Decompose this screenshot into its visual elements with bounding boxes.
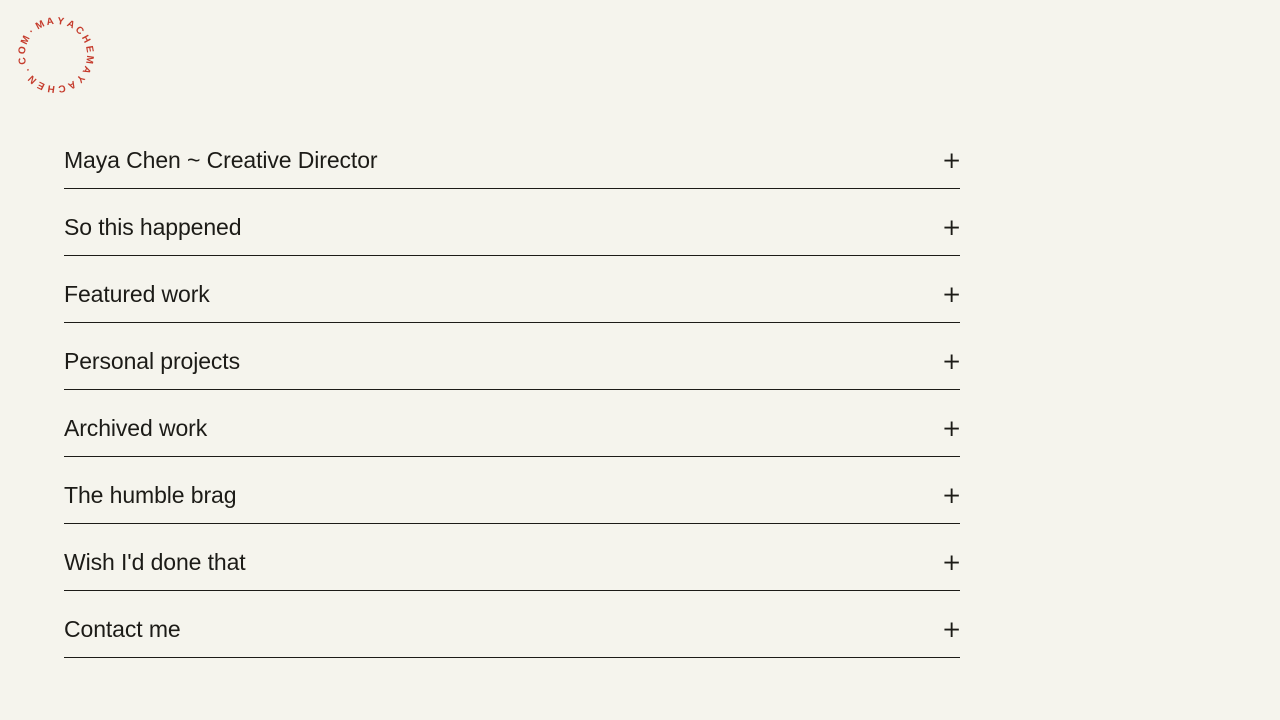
plus-icon[interactable]: +: [942, 616, 962, 643]
plus-icon[interactable]: +: [942, 482, 962, 509]
accordion-item-label: Archived work: [64, 415, 208, 441]
accordion-item[interactable]: Featured work +: [64, 256, 962, 323]
accordion-item-label: Personal projects: [64, 348, 240, 374]
site-logo[interactable]: M A Y A C H E M A Y A C H E N. C O M ·: [17, 16, 95, 94]
accordion-item-label: Maya Chen ~ Creative Director: [64, 147, 378, 173]
accordion-item-label: Wish I'd done that: [64, 549, 246, 575]
plus-icon[interactable]: +: [942, 147, 962, 174]
accordion-item-label: Contact me: [64, 616, 181, 642]
accordion-item[interactable]: So this happened +: [64, 189, 962, 256]
plus-icon[interactable]: +: [942, 415, 962, 442]
accordion-item[interactable]: The humble brag +: [64, 457, 962, 524]
plus-icon[interactable]: +: [942, 281, 962, 308]
accordion-item-label: So this happened: [64, 214, 242, 240]
accordion-item-label: The humble brag: [64, 482, 237, 508]
accordion-menu: Maya Chen ~ Creative Director + So this …: [64, 122, 962, 658]
accordion-item[interactable]: Wish I'd done that +: [64, 524, 962, 591]
plus-icon[interactable]: +: [942, 549, 962, 576]
accordion-item[interactable]: Maya Chen ~ Creative Director +: [64, 122, 962, 189]
accordion-item[interactable]: Archived work +: [64, 390, 962, 457]
accordion-item[interactable]: Contact me +: [64, 591, 962, 658]
plus-icon[interactable]: +: [942, 214, 962, 241]
accordion-item-label: Featured work: [64, 281, 210, 307]
plus-icon[interactable]: +: [942, 348, 962, 375]
accordion-item[interactable]: Personal projects +: [64, 323, 962, 390]
